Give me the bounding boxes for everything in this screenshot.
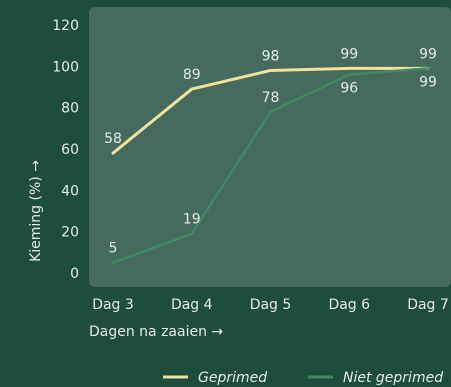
data-label: 19 <box>183 212 201 228</box>
y-axis-label: Kieming (%) → <box>28 160 44 262</box>
series-line-0 <box>111 66 430 155</box>
data-label: 99 <box>419 74 437 90</box>
data-label: 78 <box>262 90 280 106</box>
x-tick-label: Dag 4 <box>171 297 213 313</box>
data-label: 96 <box>340 81 358 97</box>
x-tick-label: Dag 5 <box>250 297 292 313</box>
data-label: 99 <box>419 46 437 62</box>
data-label: 5 <box>109 241 118 257</box>
x-tick-label: Dag 3 <box>92 297 134 313</box>
data-label: 99 <box>340 46 358 62</box>
y-tick-label: 60 <box>61 142 79 158</box>
y-tick-label: 20 <box>61 225 79 241</box>
y-axis-ticks: 0 20 40 60 80 100 120 <box>52 18 79 282</box>
x-tick-label: Dag 6 <box>328 297 370 313</box>
data-label: 58 <box>104 131 122 147</box>
y-tick-label: 80 <box>61 101 79 117</box>
y-tick-label: 120 <box>52 18 79 34</box>
x-axis-label: Dagen na zaaien → <box>89 324 223 340</box>
legend-label-0: Geprimed <box>198 370 267 386</box>
data-label: 89 <box>183 67 201 83</box>
y-tick-label: 100 <box>52 59 79 75</box>
legend: Geprimed Niet geprimed <box>163 370 443 386</box>
data-labels: 58 89 98 99 99 5 19 78 96 99 <box>104 46 437 256</box>
y-tick-label: 40 <box>61 183 79 199</box>
y-tick-label: 0 <box>70 266 79 282</box>
x-tick-label: Dag 7 <box>407 297 449 313</box>
series-lines <box>111 66 430 264</box>
data-label: 98 <box>262 48 280 64</box>
plot-area <box>89 7 451 287</box>
legend-label-1: Niet geprimed <box>343 370 443 386</box>
series-line-1 <box>111 67 430 264</box>
x-axis-ticks: Dag 3 Dag 4 Dag 5 Dag 6 Dag 7 <box>92 297 449 313</box>
